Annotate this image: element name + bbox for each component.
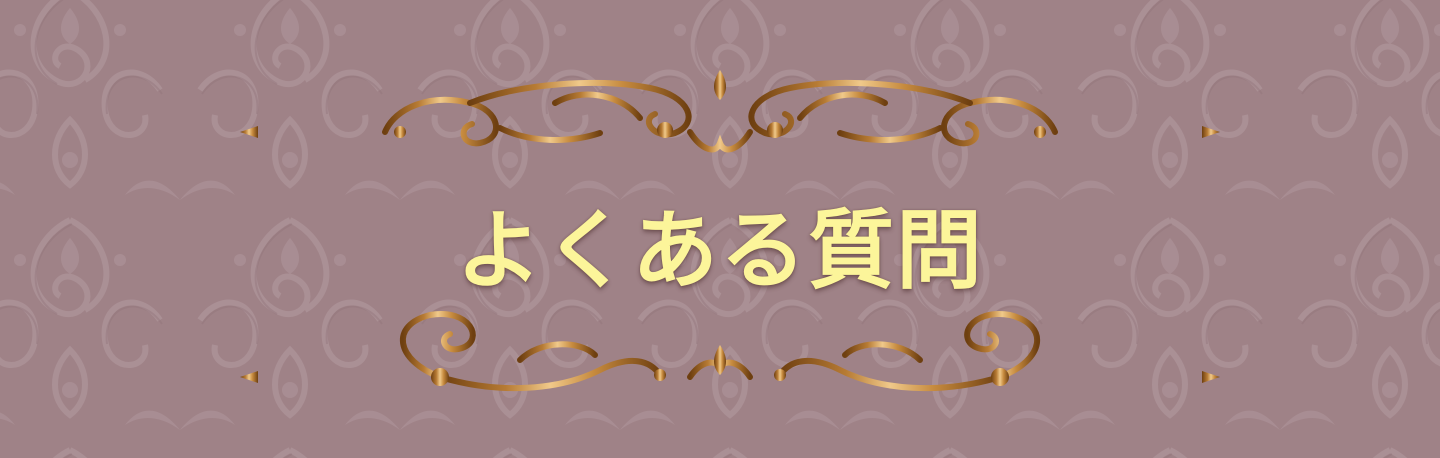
top-gold-ornament xyxy=(240,70,1220,153)
bottom-gold-ornament xyxy=(240,311,1220,392)
page-title: よくある質問 xyxy=(456,200,984,301)
